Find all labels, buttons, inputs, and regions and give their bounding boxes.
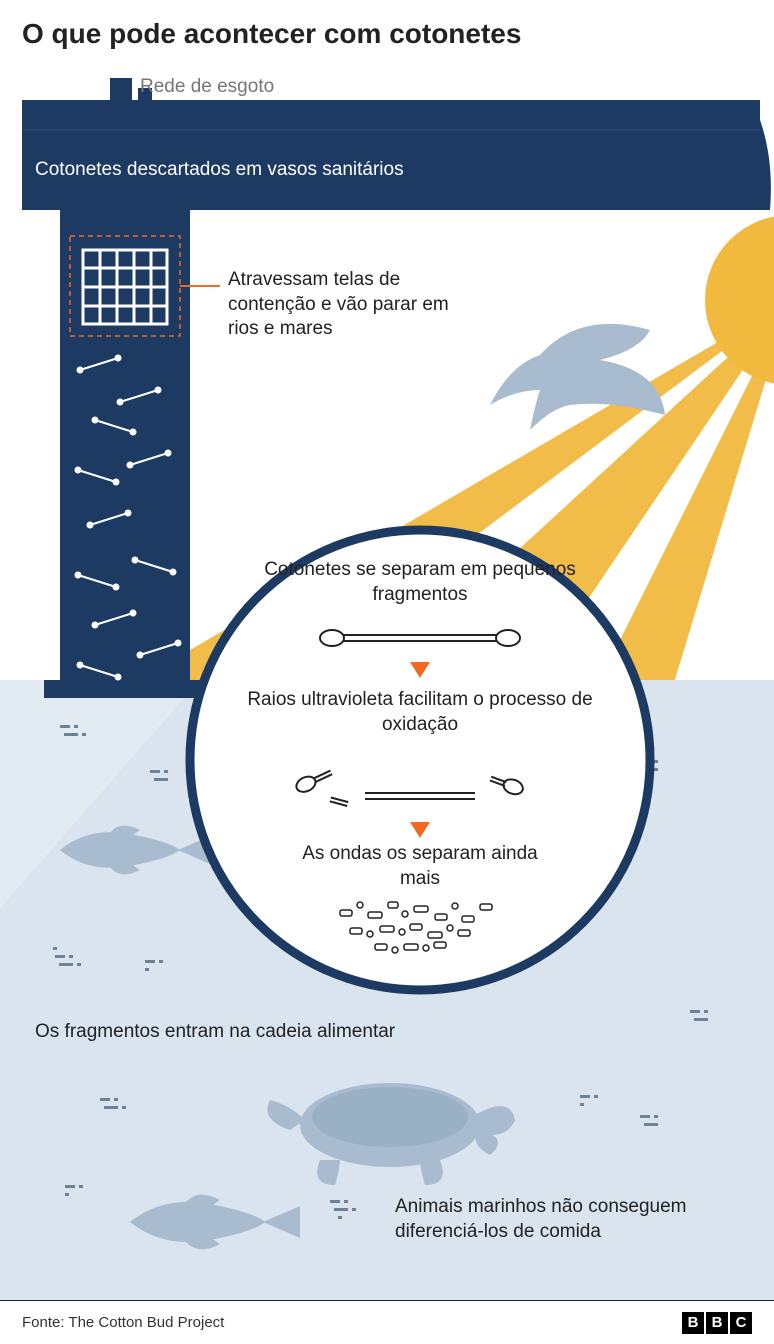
source-text: Fonte: The Cotton Bud Project <box>22 1314 224 1331</box>
label-screens: Atravessam telas de contenção e vão para… <box>228 268 468 342</box>
label-foodchain: Os fragmentos entram na cadeia alimentar <box>35 1020 395 1045</box>
label-uv: Raios ultravioleta facilitam o processo … <box>225 688 615 737</box>
label-fragments: Cotonetes se separam em pequenos fragmen… <box>260 558 580 607</box>
label-waves: As ondas os separam ainda mais <box>280 842 560 891</box>
label-animals: Animais marinhos não conseguem diferenci… <box>395 1195 705 1244</box>
bbc-logo: BBC <box>682 1312 752 1334</box>
footer: Fonte: The Cotton Bud Project BBC <box>0 1300 774 1344</box>
label-sewer: Rede de esgoto <box>140 75 274 100</box>
pipe <box>44 210 220 698</box>
label-discard: Cotonetes descartados em vasos sanitário… <box>35 158 404 183</box>
diagram-svg <box>0 0 774 1344</box>
infographic: O que pode acontecer com cotonetes <box>0 0 774 1344</box>
bird-icon <box>490 324 665 430</box>
sun-icon <box>705 215 774 385</box>
sewer-structure <box>22 78 771 210</box>
